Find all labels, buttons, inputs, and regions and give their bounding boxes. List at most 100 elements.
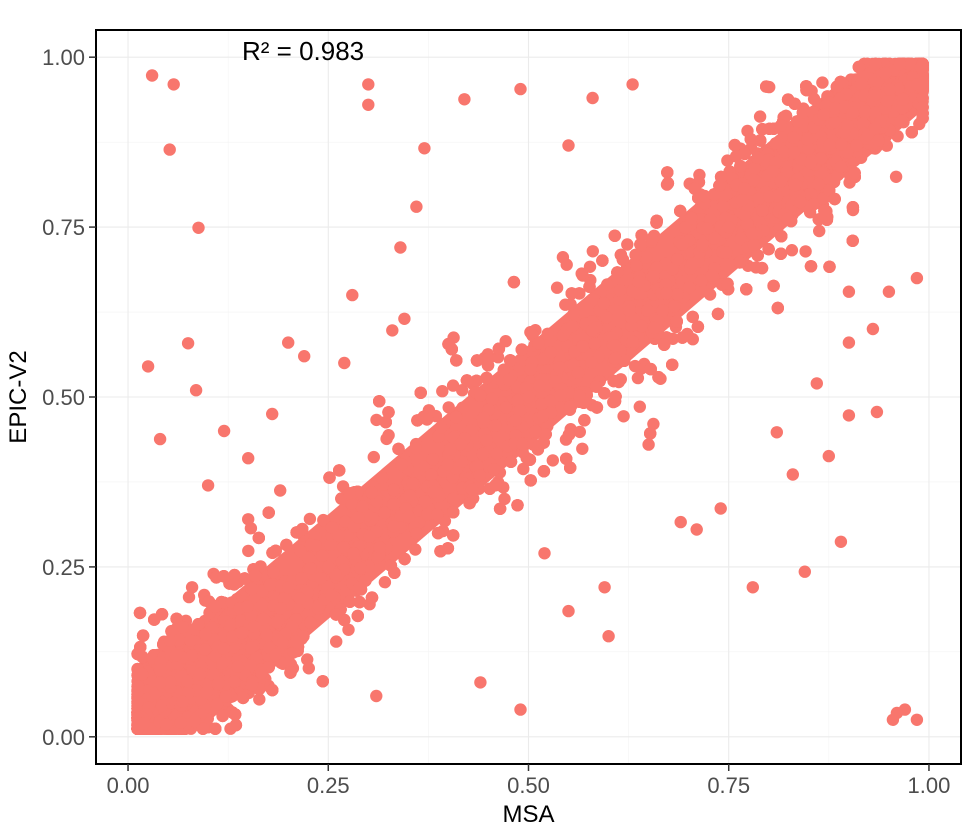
data-point bbox=[497, 363, 511, 376]
data-point bbox=[210, 698, 224, 711]
data-point bbox=[398, 552, 411, 566]
data-point bbox=[539, 428, 552, 441]
data-point bbox=[565, 287, 578, 300]
data-point bbox=[641, 304, 654, 317]
data-point bbox=[382, 406, 395, 419]
data-point bbox=[375, 471, 389, 484]
data-point bbox=[456, 384, 469, 397]
data-point bbox=[427, 485, 440, 499]
data-point bbox=[601, 278, 614, 291]
data-point bbox=[646, 270, 660, 283]
data-point bbox=[585, 356, 598, 369]
data-point bbox=[354, 561, 367, 575]
data-point bbox=[916, 91, 929, 105]
data-point bbox=[647, 417, 660, 431]
data-point bbox=[586, 245, 599, 258]
data-point bbox=[365, 486, 378, 499]
data-point bbox=[257, 612, 270, 626]
data-point bbox=[266, 546, 279, 559]
data-point bbox=[644, 427, 657, 440]
data-point bbox=[635, 229, 648, 242]
data-point bbox=[771, 301, 784, 315]
data-point bbox=[611, 266, 624, 279]
data-point bbox=[262, 506, 275, 519]
data-point bbox=[578, 414, 591, 427]
data-point bbox=[287, 646, 300, 659]
data-point bbox=[172, 633, 186, 647]
data-point bbox=[671, 253, 684, 266]
data-point bbox=[284, 666, 297, 679]
data-point bbox=[316, 549, 329, 562]
data-point bbox=[517, 462, 530, 476]
data-point bbox=[480, 371, 493, 385]
data-point bbox=[817, 108, 830, 122]
data-point bbox=[378, 506, 391, 519]
data-point bbox=[136, 629, 150, 642]
data-point bbox=[537, 465, 551, 478]
data-point bbox=[778, 145, 792, 159]
data-point bbox=[309, 539, 322, 552]
data-point bbox=[728, 138, 741, 152]
data-point bbox=[373, 541, 386, 554]
data-point bbox=[370, 413, 383, 427]
data-point bbox=[442, 401, 455, 414]
data-point bbox=[609, 390, 622, 403]
data-point bbox=[228, 675, 241, 688]
data-point bbox=[590, 401, 604, 414]
data-point bbox=[812, 213, 825, 226]
data-point bbox=[790, 115, 804, 128]
data-point bbox=[238, 572, 251, 585]
data-point bbox=[470, 354, 484, 367]
data-point bbox=[583, 260, 597, 273]
data-point bbox=[382, 429, 395, 442]
data-point bbox=[387, 483, 400, 497]
data-point bbox=[705, 269, 719, 282]
data-point bbox=[347, 547, 360, 560]
data-point bbox=[753, 110, 767, 123]
data-point bbox=[834, 75, 847, 89]
data-point bbox=[813, 224, 826, 238]
data-point bbox=[236, 691, 250, 705]
data-point bbox=[444, 442, 457, 456]
data-point bbox=[661, 177, 675, 190]
data-point bbox=[814, 152, 828, 165]
data-point bbox=[850, 139, 863, 152]
data-point bbox=[316, 675, 329, 688]
data-point bbox=[626, 335, 639, 348]
data-point bbox=[515, 343, 528, 356]
data-point bbox=[823, 260, 836, 273]
data-point bbox=[426, 453, 440, 466]
data-point bbox=[544, 346, 557, 359]
data-point bbox=[846, 201, 860, 214]
data-point bbox=[270, 615, 283, 629]
data-point bbox=[231, 660, 244, 673]
data-point bbox=[317, 513, 330, 527]
data-point bbox=[342, 623, 355, 636]
data-point bbox=[738, 147, 751, 161]
data-point bbox=[628, 359, 642, 373]
data-point bbox=[747, 173, 760, 186]
data-point bbox=[785, 244, 799, 257]
data-point bbox=[209, 722, 222, 735]
data-point bbox=[449, 410, 463, 424]
data-point bbox=[550, 281, 564, 294]
data-point bbox=[576, 442, 589, 455]
data-point bbox=[420, 413, 434, 426]
data-point bbox=[734, 159, 747, 173]
data-point bbox=[406, 477, 419, 490]
data-point bbox=[575, 267, 588, 280]
data-point bbox=[671, 288, 684, 301]
data-point bbox=[280, 538, 293, 552]
data-point bbox=[363, 530, 376, 543]
data-point bbox=[513, 404, 527, 417]
data-point bbox=[632, 275, 645, 288]
data-point bbox=[717, 200, 730, 213]
data-point bbox=[434, 420, 448, 434]
data-point bbox=[337, 541, 350, 554]
data-point bbox=[228, 568, 241, 582]
data-point bbox=[747, 238, 760, 251]
data-point bbox=[229, 718, 243, 732]
data-point bbox=[353, 595, 366, 609]
data-point bbox=[329, 608, 343, 621]
